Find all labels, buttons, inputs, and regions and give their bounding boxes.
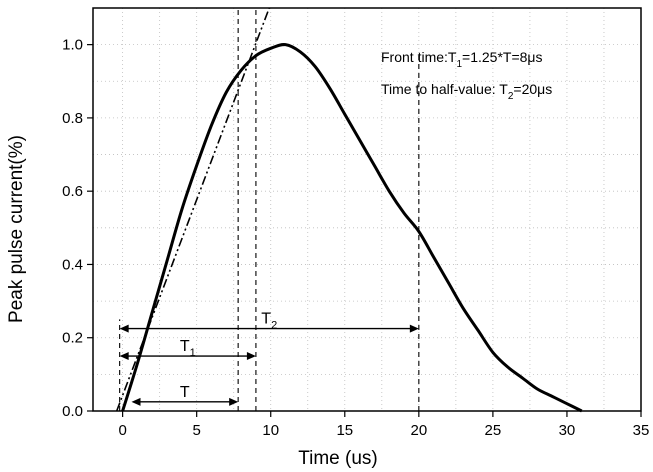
arrowhead-left xyxy=(131,397,141,406)
x-tick-label: 30 xyxy=(559,422,576,439)
x-tick-label: 10 xyxy=(262,422,279,439)
series-layer xyxy=(115,7,583,413)
x-tick-label: 20 xyxy=(410,422,427,439)
reference-lines xyxy=(119,8,420,411)
arrowhead-right xyxy=(409,324,419,333)
y-tick-label: 0.8 xyxy=(62,110,83,127)
y-tick-label: 0.0 xyxy=(62,403,83,420)
tick-layer: 0 5 10 15 20 25 30 35 0.0 0.2 0.4 0.6 0.8 1.0 xyxy=(62,37,649,439)
y-tick-label: 0.6 xyxy=(62,183,83,200)
half-value-annotation: Time to half-value: T2=20μs xyxy=(381,81,552,102)
tangent-line xyxy=(115,7,270,412)
y-tick-label: 0.2 xyxy=(62,330,83,347)
y-tick-label: 0.4 xyxy=(62,256,83,273)
x-tick-label: 15 xyxy=(336,422,353,439)
x-axis-label: Time (us) xyxy=(298,448,378,469)
arrowhead-right xyxy=(229,397,239,406)
x-tick-label: 5 xyxy=(193,422,201,439)
y-axis-label: Peak pulse current(%) xyxy=(6,135,27,323)
pulse-curve xyxy=(121,43,583,413)
grid xyxy=(93,7,641,411)
arrowhead-right xyxy=(246,352,256,361)
plot-frame xyxy=(92,7,642,412)
x-tick-label: 35 xyxy=(633,422,650,439)
interval-label: T1 xyxy=(180,338,196,359)
arrowhead-left xyxy=(119,352,129,361)
interval-label: T2 xyxy=(261,311,277,332)
arrowhead-left xyxy=(119,324,129,333)
interval-layer: T T1 T2 xyxy=(119,311,419,406)
interval-label: T xyxy=(180,384,190,401)
y-tick-label: 1.0 xyxy=(62,37,83,54)
x-tick-label: 0 xyxy=(118,422,126,439)
x-tick-label: 25 xyxy=(485,422,502,439)
front-time-annotation: Front time:T1=1.25*T=8μs xyxy=(381,49,542,70)
